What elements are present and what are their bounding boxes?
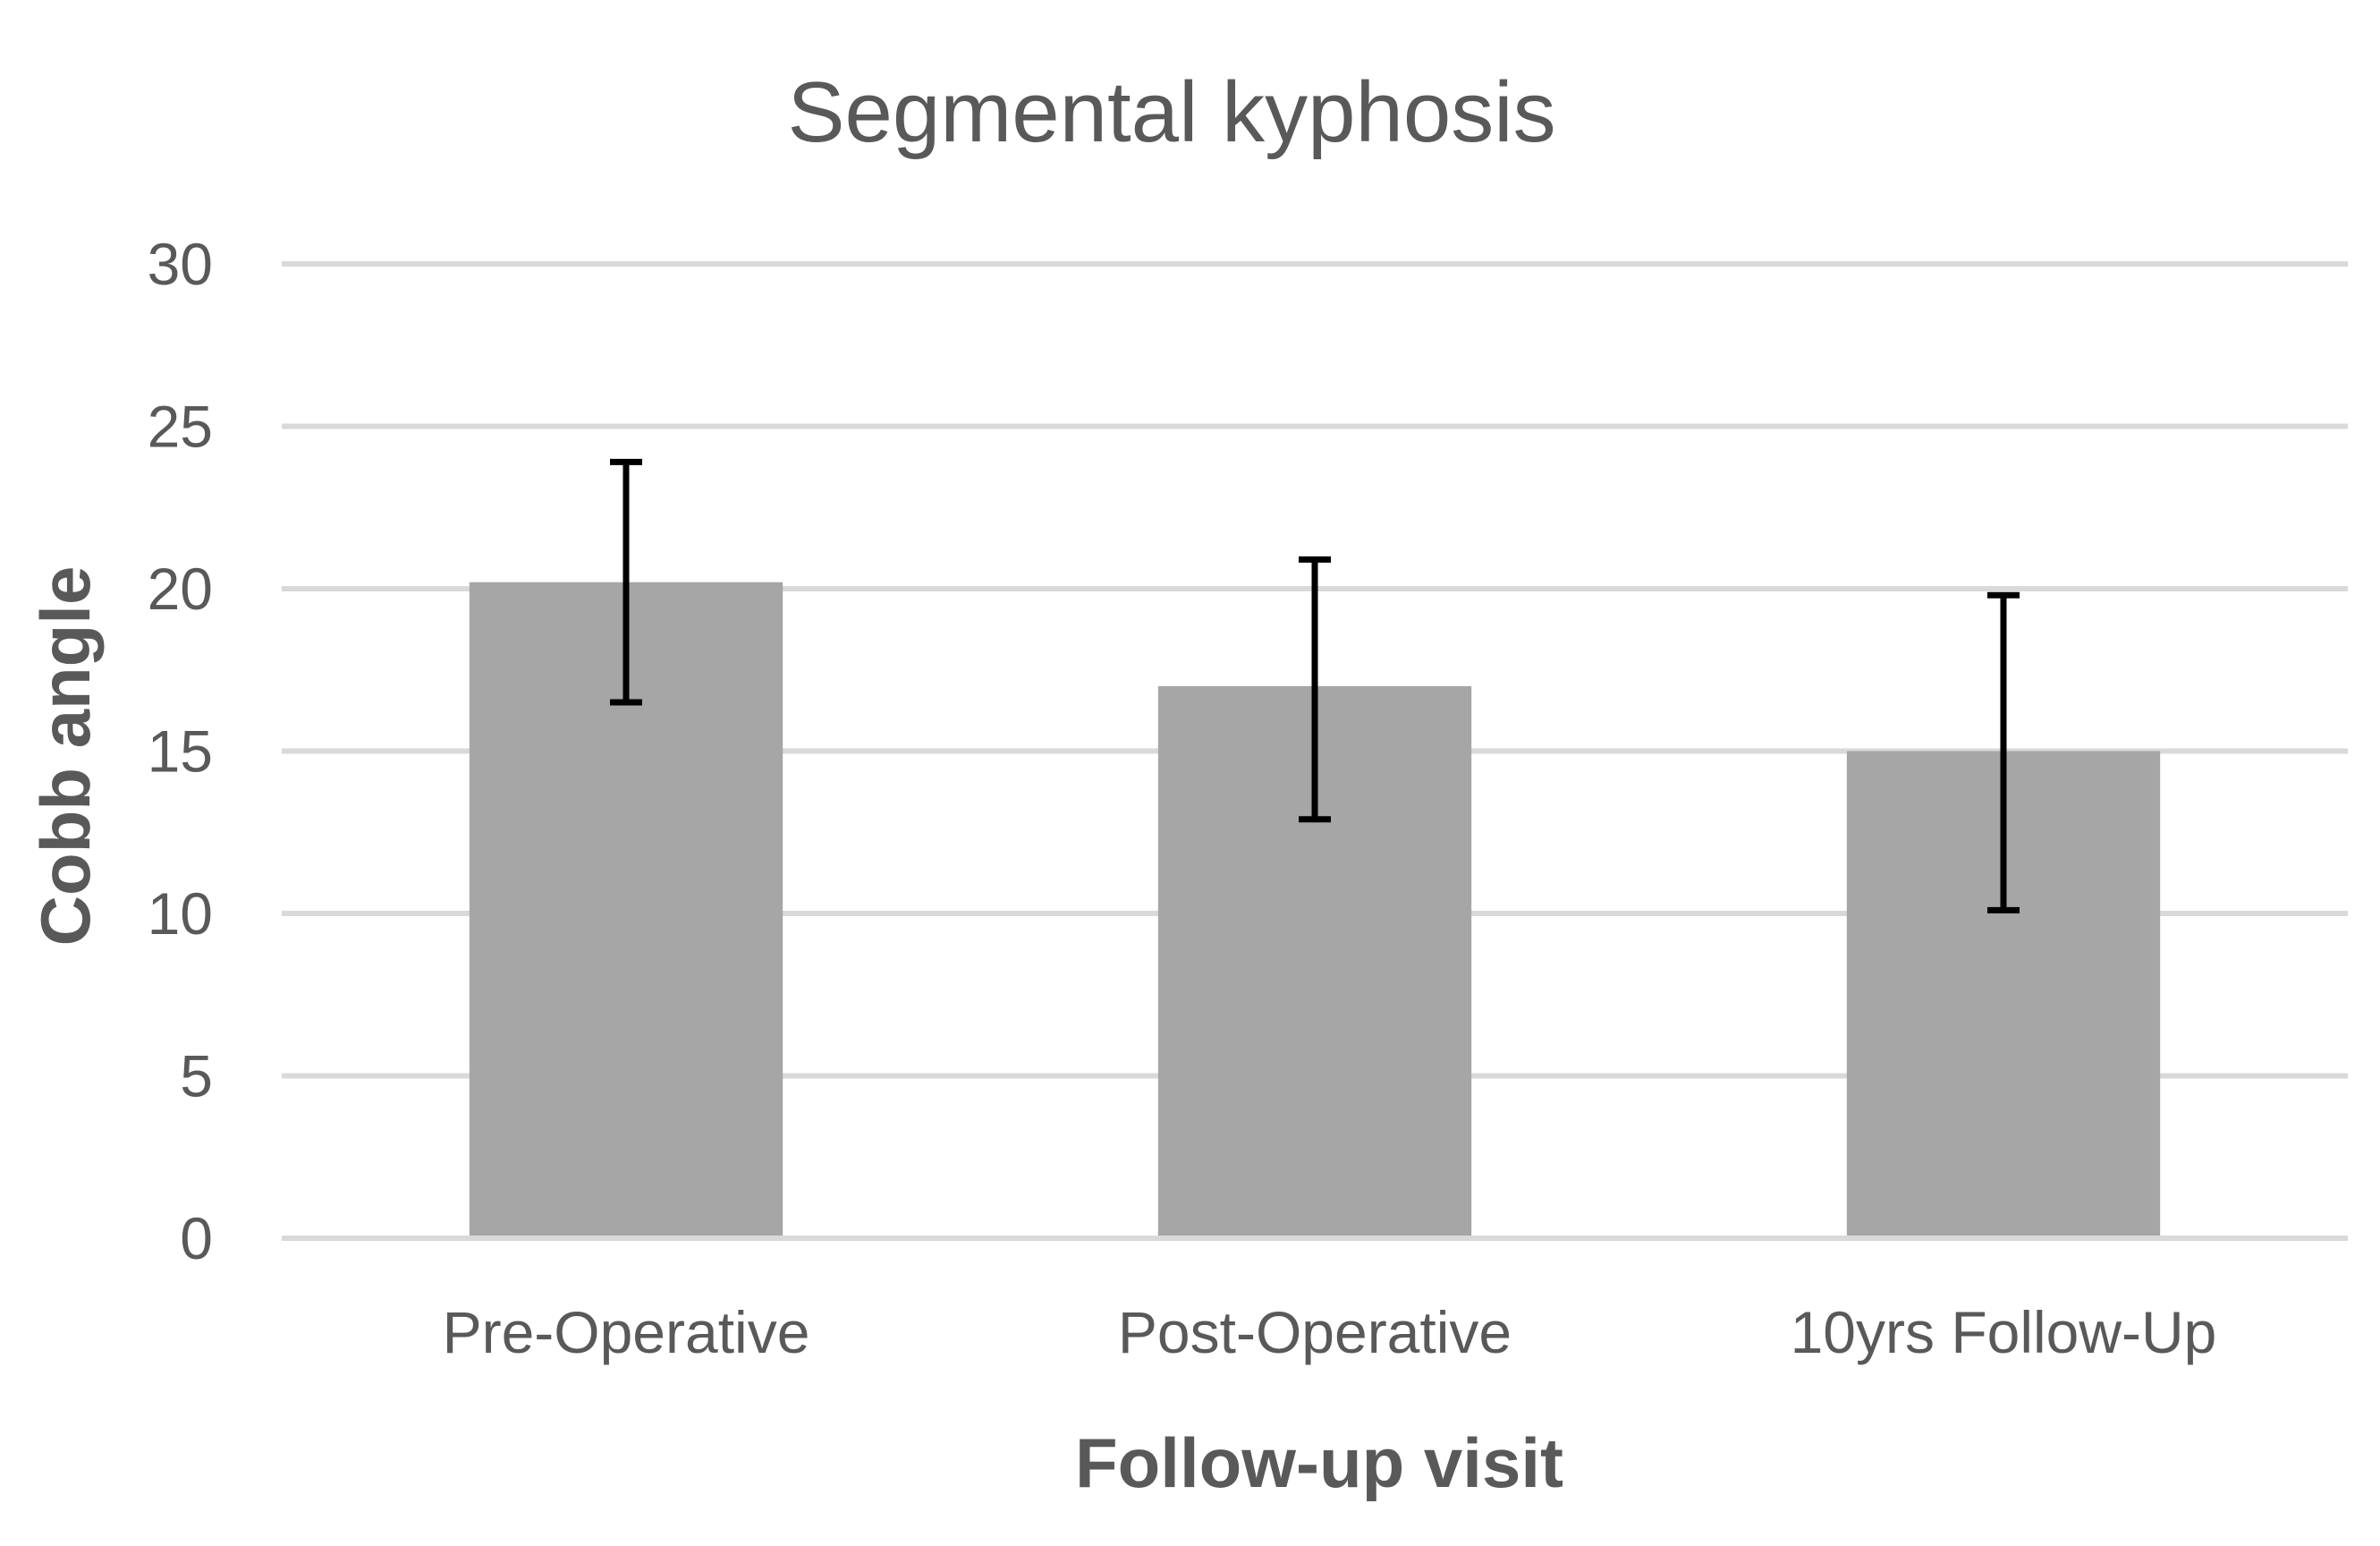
error-bars <box>610 458 2020 913</box>
y-tick-label: 25 <box>148 394 213 460</box>
y-tick-labels: 0 5 10 15 20 25 30 <box>148 231 213 1271</box>
x-tick-label: 10yrs Follow-Up <box>1791 1299 2217 1365</box>
chart-title: Segmental kyphosis <box>787 64 1555 160</box>
y-tick-label: 20 <box>148 556 213 622</box>
x-tick-label: Pre-Operative <box>443 1299 810 1365</box>
x-axis-title: Follow-up visit <box>1075 1423 1563 1502</box>
error-bar <box>610 458 642 706</box>
y-tick-label: 5 <box>180 1043 213 1109</box>
y-tick-label: 30 <box>148 231 213 297</box>
error-bar <box>1987 591 2020 913</box>
y-axis-title: Cobb angle <box>26 566 105 947</box>
x-tick-labels: Pre-Operative Post-Operative 10yrs Follow-… <box>443 1299 2217 1365</box>
y-tick-label: 0 <box>180 1205 213 1271</box>
y-tick-label: 15 <box>148 718 213 785</box>
x-tick-label: Post-Operative <box>1118 1299 1512 1365</box>
error-bar <box>1299 556 1331 823</box>
y-tick-label: 10 <box>148 880 213 947</box>
